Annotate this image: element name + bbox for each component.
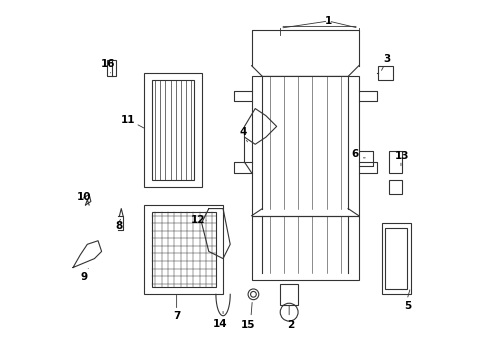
Bar bbox=[381, 223, 410, 294]
Bar bbox=[144, 73, 201, 187]
Text: 8: 8 bbox=[115, 221, 122, 231]
Text: 12: 12 bbox=[190, 215, 205, 225]
Bar bbox=[151, 212, 216, 287]
Text: 10: 10 bbox=[77, 192, 92, 202]
Bar bbox=[107, 60, 116, 76]
Text: 14: 14 bbox=[212, 319, 227, 329]
Text: 11: 11 bbox=[121, 115, 135, 125]
Text: 16: 16 bbox=[101, 59, 115, 69]
Text: 5: 5 bbox=[404, 301, 411, 311]
Bar bbox=[144, 205, 223, 294]
Text: 13: 13 bbox=[394, 151, 409, 161]
Text: 7: 7 bbox=[173, 311, 180, 321]
Text: 4: 4 bbox=[239, 127, 246, 137]
Text: 6: 6 bbox=[350, 149, 357, 159]
Bar bbox=[251, 76, 358, 216]
Bar bbox=[280, 284, 298, 305]
Bar bbox=[251, 216, 358, 280]
Text: 9: 9 bbox=[81, 272, 88, 282]
Bar bbox=[151, 80, 194, 180]
Bar bbox=[388, 180, 401, 194]
Text: 15: 15 bbox=[240, 320, 255, 330]
Text: 3: 3 bbox=[383, 54, 390, 64]
Bar bbox=[384, 228, 407, 289]
Text: 2: 2 bbox=[287, 320, 294, 330]
Bar bbox=[378, 66, 392, 80]
Bar bbox=[388, 152, 401, 173]
Text: 1: 1 bbox=[324, 16, 331, 26]
